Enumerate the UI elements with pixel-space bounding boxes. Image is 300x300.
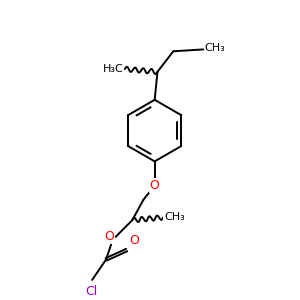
Text: CH₃: CH₃ [204, 44, 225, 53]
Text: CH₃: CH₃ [164, 212, 185, 222]
Text: H₃C: H₃C [103, 64, 124, 74]
Text: O: O [150, 179, 160, 192]
Text: Cl: Cl [85, 284, 97, 298]
Text: O: O [130, 234, 139, 247]
Text: O: O [105, 230, 115, 244]
